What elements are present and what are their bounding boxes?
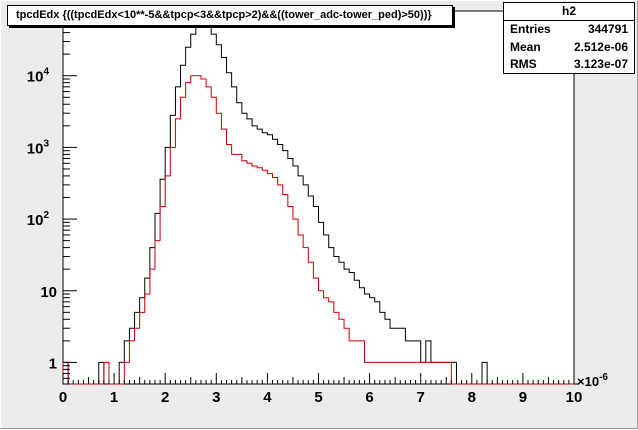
histogram-line-selected (62, 75, 574, 385)
y-tick-label: 103 (27, 138, 50, 157)
x-tick-label: 0 (59, 389, 67, 406)
stats-label: Entries (510, 22, 551, 36)
stats-label: Mean (510, 39, 541, 54)
stats-value: 2.512e-06 (573, 39, 628, 54)
x-tick-label: 2 (161, 389, 169, 406)
stats-row-mean: Mean 2.512e-06 (504, 39, 634, 57)
histogram-title: tpcdEdx {((tpcdEdx<10**-5&&tpcp<3&&tpcp>… (7, 5, 453, 26)
x-tick-label: 7 (417, 389, 425, 406)
x-tick-label: 8 (468, 389, 476, 406)
y-tick-label: 10 (40, 284, 57, 301)
y-tick-label: 1 (49, 355, 57, 372)
stats-value: 3.123e-07 (573, 57, 628, 71)
x-tick-label: 5 (314, 389, 322, 406)
x-axis-multiplier: ×10-6 (577, 372, 608, 389)
x-tick-label: 1 (110, 389, 118, 406)
stats-row-entries: Entries 344791 (504, 21, 634, 39)
x-tick-label: 6 (365, 389, 373, 406)
histogram-series (62, 25, 580, 385)
x-tick-label: 3 (212, 389, 220, 406)
frame (62, 10, 575, 385)
stats-row-rms: RMS 3.123e-07 (504, 56, 634, 74)
x-tick-label: 10 (566, 389, 583, 406)
stats-value: 344791 (587, 22, 628, 36)
x-tick-label: 9 (519, 389, 527, 406)
stats-box: h2 Entries 344791 Mean 2.512e-06 RMS 3.1… (503, 2, 635, 74)
histogram-line-all (62, 25, 580, 385)
x-tick-label: 4 (263, 389, 272, 406)
stats-label: RMS (510, 57, 537, 71)
y-tick-label: 104 (27, 67, 50, 86)
stats-title: h2 (504, 3, 634, 21)
y-tick-label: 102 (27, 210, 50, 229)
